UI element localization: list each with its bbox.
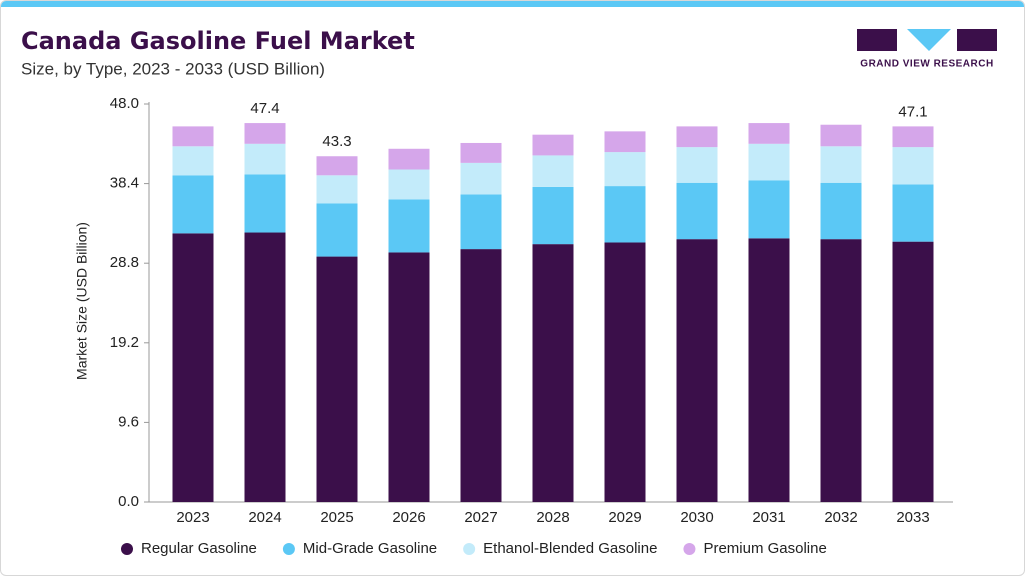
bar-segment — [316, 156, 358, 176]
bar-segment — [172, 175, 214, 234]
bar-segment — [748, 143, 790, 181]
legend-marker — [282, 543, 295, 555]
total-label: 43.3 — [322, 133, 351, 150]
bar-segment — [316, 175, 358, 204]
bar-segment — [748, 238, 790, 502]
y-tick-label: 48.0 — [110, 95, 139, 112]
bar-segment — [820, 124, 862, 147]
bar-segment — [892, 126, 934, 148]
bar-segment — [460, 162, 502, 195]
bar-segment — [676, 239, 718, 502]
total-label: 47.4 — [250, 100, 279, 117]
logo-text: GRAND VIEW RESEARCH — [860, 59, 993, 70]
bar-segment — [892, 241, 934, 502]
bar-segment — [820, 146, 862, 183]
legend-label: Premium Gasoline — [703, 540, 826, 557]
x-tick-label: 2023 — [176, 509, 209, 526]
bar-segment — [532, 134, 574, 156]
x-tick-label: 2029 — [608, 509, 641, 526]
y-tick-label: 38.4 — [110, 175, 139, 192]
legend-label: Mid-Grade Gasoline — [303, 540, 437, 557]
bar-segment — [244, 143, 286, 175]
bar-segment — [316, 256, 358, 502]
x-tick-label: 2027 — [464, 509, 497, 526]
logo-block — [857, 29, 897, 51]
bar-segment — [604, 242, 646, 503]
bar-segment — [244, 123, 286, 144]
x-tick-label: 2026 — [392, 509, 425, 526]
x-tick-label: 2030 — [680, 509, 713, 526]
logo-triangle — [907, 29, 951, 51]
bar-segment — [172, 233, 214, 502]
chart-title: Canada Gasoline Fuel Market — [21, 27, 415, 55]
bar-segment — [892, 147, 934, 185]
bar-segment — [604, 152, 646, 187]
bar-segment — [316, 203, 358, 257]
x-tick-label: 2028 — [536, 509, 569, 526]
x-tick-label: 2031 — [752, 509, 785, 526]
bar-segment — [676, 147, 718, 183]
legend-marker — [121, 543, 133, 555]
legend-label: Ethanol-Blended Gasoline — [483, 540, 657, 557]
x-tick-label: 2032 — [824, 509, 857, 526]
bar-segment — [460, 194, 502, 250]
bar-segment — [820, 182, 862, 240]
bar-segment — [820, 239, 862, 502]
bar-segment — [748, 123, 790, 144]
bar-segment — [748, 180, 790, 239]
y-axis-title: Market Size (USD Billion) — [74, 222, 90, 380]
logo: GRAND VIEW RESEARCH — [857, 29, 997, 70]
bar-segment — [460, 249, 502, 502]
bar-segment — [244, 174, 286, 233]
bar-segment — [388, 148, 430, 170]
top-band — [1, 1, 1024, 7]
bar-segment — [892, 184, 934, 242]
total-label: 47.1 — [898, 103, 927, 120]
bar-segment — [172, 126, 214, 147]
y-tick-label: 19.2 — [110, 334, 139, 351]
bar-segment — [532, 186, 574, 245]
x-tick-label: 2033 — [896, 509, 929, 526]
bar-segment — [388, 252, 430, 502]
y-tick-label: 9.6 — [118, 413, 139, 430]
y-tick-label: 28.8 — [110, 254, 139, 271]
bar-segment — [604, 186, 646, 243]
bar-segment — [460, 142, 502, 163]
bar-segment — [604, 131, 646, 153]
legend-marker — [463, 543, 476, 555]
bar-segment — [532, 155, 574, 187]
bar-segment — [388, 199, 430, 253]
chart-subtitle: Size, by Type, 2023 - 2033 (USD Billion) — [21, 59, 325, 78]
logo-block — [957, 29, 997, 51]
legend-marker — [683, 543, 696, 555]
bar-segment — [676, 126, 718, 148]
bar-segment — [172, 146, 214, 176]
legend-label: Regular Gasoline — [141, 540, 257, 557]
bar-segment — [532, 244, 574, 503]
y-tick-label: 0.0 — [118, 493, 139, 510]
x-tick-label: 2025 — [320, 509, 353, 526]
bar-segment — [244, 232, 286, 503]
bar-segment — [676, 182, 718, 240]
x-tick-label: 2024 — [248, 509, 281, 526]
bar-segment — [388, 169, 430, 200]
